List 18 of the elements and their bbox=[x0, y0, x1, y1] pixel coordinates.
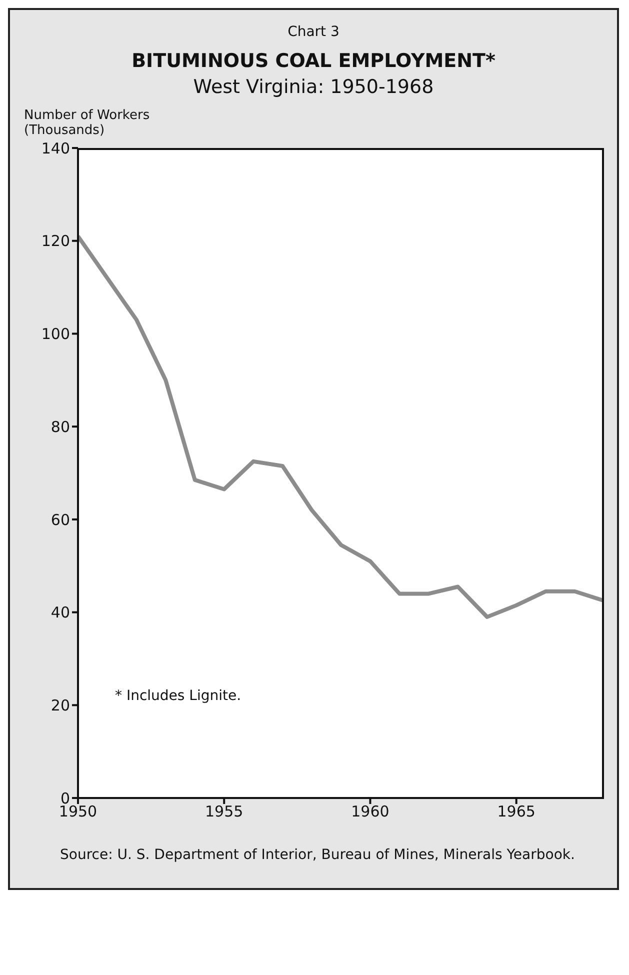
x-tick-label: 1955 bbox=[205, 802, 244, 821]
source-note: Source: U. S. Department of Interior, Bureau of Mines, Minerals Yearbook. bbox=[59, 846, 576, 865]
y-tick-label: 20 bbox=[50, 696, 70, 714]
y-axis-title: Number of Workers (Thousands) bbox=[24, 108, 151, 138]
y-tick-label: 60 bbox=[50, 510, 70, 529]
y-tick-label: 140 bbox=[41, 139, 70, 158]
y-tick-label: 40 bbox=[50, 604, 70, 622]
line-series bbox=[78, 234, 604, 619]
x-tick-label: 1965 bbox=[497, 802, 536, 821]
annotation: * Includes Lignite. bbox=[115, 688, 242, 704]
x-tick-label: 1960 bbox=[351, 802, 390, 821]
chart-subtitle: West Virginia: 1950-1968 bbox=[192, 76, 435, 98]
chart-title: BITUMINOUS COAL EMPLOYMENT* bbox=[130, 50, 496, 72]
caption: Chart 3 bbox=[286, 24, 340, 40]
x-tick-label: 1950 bbox=[58, 802, 98, 821]
y-tick-label: 80 bbox=[50, 418, 70, 436]
y-tick-label: 120 bbox=[41, 232, 70, 250]
y-tick-label: 100 bbox=[41, 325, 70, 344]
